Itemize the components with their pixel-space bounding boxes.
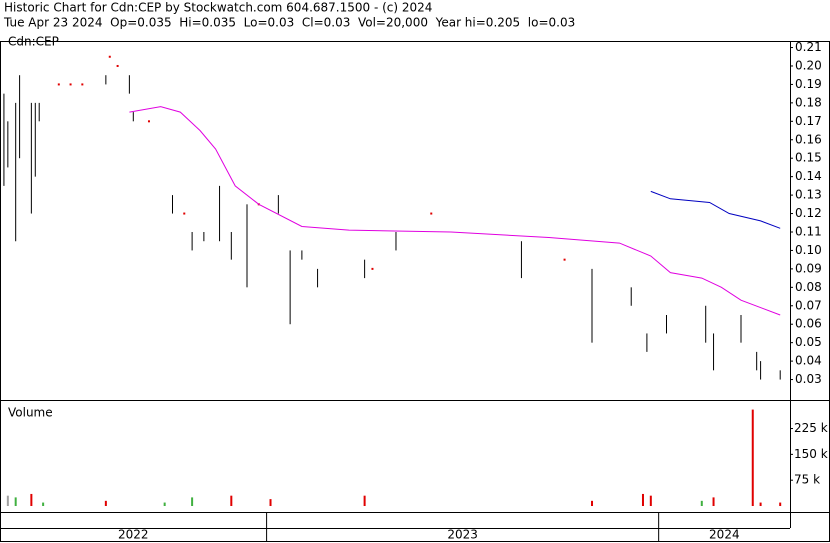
- y-tick-label: 75 k: [794, 473, 820, 487]
- y-tick-label: 0.09: [795, 261, 822, 275]
- price-dot: [371, 267, 374, 270]
- price-dot: [430, 212, 433, 215]
- x-tick-label: 2023: [447, 528, 478, 542]
- price-dot: [57, 83, 60, 86]
- y-tick-label: 0.18: [795, 95, 822, 109]
- price-dot: [69, 83, 72, 86]
- y-tick-label: 0.17: [795, 114, 822, 128]
- volume-bar: [191, 497, 194, 506]
- y-tick-label: 0.20: [795, 58, 822, 72]
- y-tick-label: 150 k: [794, 447, 828, 461]
- y-tick-label: 0.14: [795, 169, 822, 183]
- volume-bar: [641, 493, 644, 506]
- frame: [0, 41, 830, 542]
- y-tick-label: 0.10: [795, 243, 822, 257]
- volume-bar: [700, 500, 703, 506]
- y-tick-label: 0.15: [795, 151, 822, 165]
- volume-bar: [104, 500, 107, 506]
- volume-bar: [6, 495, 9, 506]
- y-tick-label: 0.06: [795, 317, 822, 331]
- x-tick-label: 2022: [118, 528, 149, 542]
- price-dot: [81, 83, 84, 86]
- volume-bar: [42, 502, 45, 506]
- price-dot: [116, 64, 119, 67]
- volume-bar: [163, 502, 166, 506]
- volume-bar: [14, 497, 17, 506]
- chart-title: Historic Chart for Cdn:CEP by Stockwatch…: [4, 1, 432, 15]
- y-tick-label: 0.16: [795, 132, 822, 146]
- panel-label: Cdn:CEP: [8, 35, 59, 49]
- y-tick-label: 0.12: [795, 206, 822, 220]
- volume-bar: [649, 495, 652, 506]
- y-tick-label: 0.07: [795, 298, 822, 312]
- y-tick-label: 0.05: [795, 335, 822, 349]
- moving-average: [650, 190, 781, 229]
- volume-bar: [230, 495, 233, 506]
- price-dot: [183, 212, 186, 215]
- volume-bar: [779, 502, 782, 506]
- moving-average: [129, 106, 781, 316]
- volume-bar: [759, 502, 762, 506]
- x-tick-label: 2024: [709, 528, 740, 542]
- y-tick-label: 0.13: [795, 188, 822, 202]
- panel-label: Volume: [8, 406, 53, 420]
- volume-bar: [712, 497, 715, 506]
- y-tick-label: 0.03: [795, 372, 822, 386]
- y-tick-label: 0.08: [795, 280, 822, 294]
- y-tick-label: 0.21: [795, 40, 822, 54]
- price-dot: [563, 258, 566, 261]
- volume-bar: [269, 499, 272, 506]
- volume-bar: [751, 409, 754, 506]
- price-dot: [108, 55, 111, 58]
- volume-bar: [30, 493, 33, 506]
- price-dot: [147, 120, 150, 123]
- y-tick-label: 0.19: [795, 77, 822, 91]
- y-tick-label: 225 k: [794, 421, 828, 435]
- volume-bar: [363, 495, 366, 506]
- y-tick-label: 0.11: [795, 224, 822, 238]
- chart-subtitle: Tue Apr 23 2024 Op=0.035 Hi=0.035 Lo=0.0…: [3, 16, 575, 30]
- y-tick-label: 0.04: [795, 354, 822, 368]
- volume-bar: [591, 500, 594, 506]
